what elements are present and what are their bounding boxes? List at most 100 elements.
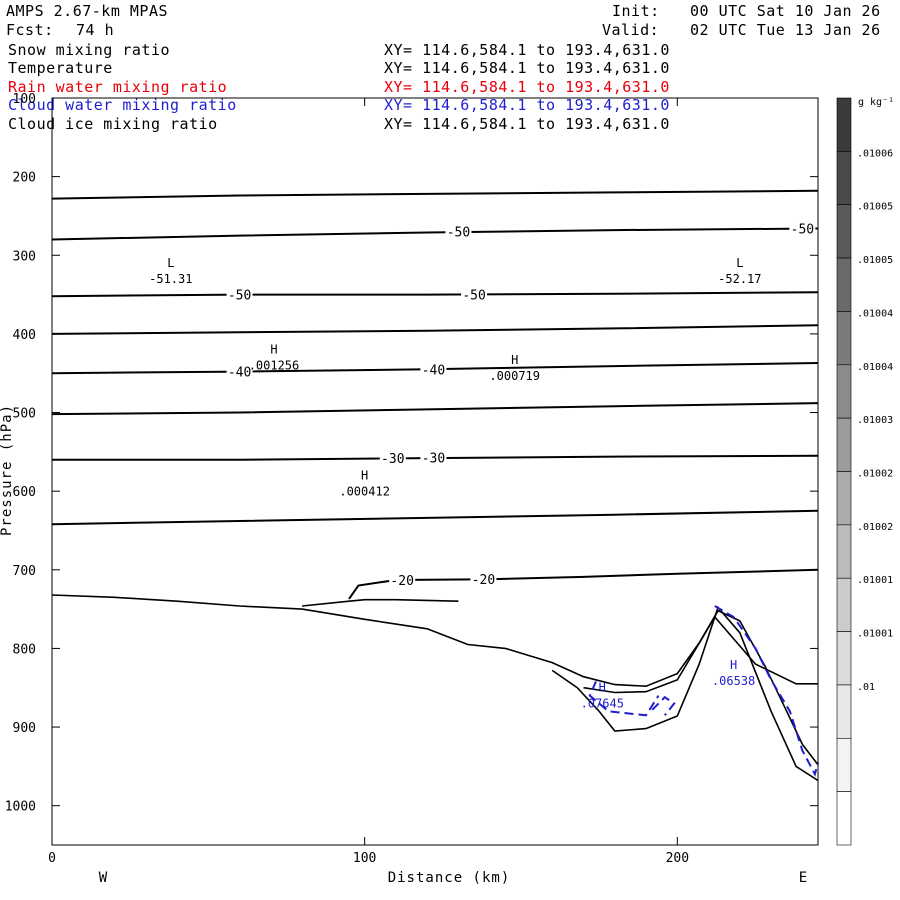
field-name-cloud-ice: Cloud ice mixing ratio — [8, 115, 218, 133]
field-name-snow: Snow mixing ratio — [8, 41, 171, 59]
field-name-cloud-water: Cloud water mixing ratio — [8, 96, 237, 114]
contour-label: -50 — [791, 223, 814, 238]
cloud-water-contour — [714, 605, 819, 777]
colorbar-swatch — [836, 577, 852, 632]
y-tick-label: 500 — [13, 407, 36, 422]
contour-label: -40 — [422, 363, 445, 378]
colorbar-swatch — [836, 257, 852, 312]
contour-label: -50 — [447, 226, 470, 241]
terrain-step-outline — [302, 598, 459, 607]
y-axis-label: Pressure (hPa) — [0, 404, 15, 536]
axes-layer: 100 200 300 400 500 600 700 800 900 1000 0 100 200 — [5, 92, 818, 866]
contour-label-backing — [461, 287, 488, 302]
cloud-water-contour — [651, 695, 676, 716]
extremum-type-label: H — [270, 343, 277, 357]
extremum-value-label: .000412 — [339, 484, 390, 498]
contour-label-backing — [420, 450, 447, 465]
extremum-type-label: H — [511, 353, 518, 367]
field-xy-temperature: XY= 114.6,584.1 to 193.4,631.0 — [384, 59, 670, 77]
temperature-contour-line — [51, 324, 819, 335]
field-name-rain: Rain water mixing ratio — [8, 78, 228, 96]
contour-label: -40 — [228, 366, 251, 381]
colorbar-swatch — [836, 151, 852, 206]
contour-label: -30 — [381, 452, 404, 467]
y-tick-label: 200 — [13, 171, 36, 186]
contour-label-backing — [470, 572, 497, 587]
contour-label-backing — [389, 573, 416, 588]
colorbar-label: .01004 — [857, 308, 893, 319]
x-tick-label: 200 — [666, 851, 689, 866]
ridge-surface-outline — [551, 605, 819, 782]
colorbar-label: .01006 — [857, 148, 893, 159]
colorbar-label: .01001 — [857, 629, 893, 640]
colorbar-label: .01003 — [857, 415, 893, 426]
extremum-value-label: -51.31 — [149, 272, 192, 286]
plot-content: -50 -50 -50 -50 -40 -40 -30 -30 -20 -20 L -51.31 L -5… — [51, 189, 819, 782]
colorbar-swatch — [836, 791, 852, 846]
valid-label: Valid: — [602, 21, 660, 39]
extremum-type-label: H — [730, 658, 737, 672]
field-xy-snow: XY= 114.6,584.1 to 193.4,631.0 — [384, 41, 670, 59]
colorbar-swatch — [836, 737, 852, 792]
snow-mixing-contour — [583, 615, 818, 694]
contour-label: -30 — [422, 451, 445, 466]
colorbar: .01006 .01005 .01005 .01004 .01004 .01003 .010… — [836, 97, 893, 846]
init-value: 00 UTC Sat 10 Jan 26 — [690, 2, 881, 20]
contour-label-backing — [226, 364, 253, 379]
east-endpoint-label: E — [799, 870, 807, 886]
colorbar-swatch — [836, 97, 852, 152]
contour-label-backing — [445, 224, 472, 239]
colorbar-unit: g kg⁻¹ — [858, 97, 894, 108]
contour-label: -50 — [462, 289, 485, 304]
field-xy-cloud-water: XY= 114.6,584.1 to 193.4,631.0 — [384, 96, 670, 114]
fcst-value: 74 h — [76, 21, 115, 39]
colorbar-label: .01001 — [857, 575, 893, 586]
colorbar-label: .01004 — [857, 362, 893, 373]
cloud-water-contour — [588, 680, 660, 717]
temperature-contour-line — [51, 291, 819, 298]
extremum-type-label: H — [361, 468, 368, 482]
extremum-value-label: .06538 — [712, 674, 755, 688]
plot-frame — [51, 97, 819, 846]
contour-label-backing — [789, 221, 816, 236]
model-title: AMPS 2.67-km MPAS — [6, 2, 169, 20]
west-endpoint-label: W — [99, 870, 108, 886]
colorbar-swatch — [836, 204, 852, 259]
extremum-type-label: L — [736, 256, 743, 270]
field-name-temperature: Temperature — [8, 59, 113, 77]
extremum-type-label: L — [167, 256, 174, 270]
field-xy-cloud-ice: XY= 114.6,584.1 to 193.4,631.0 — [384, 115, 670, 133]
temperature-contour-line — [51, 227, 819, 241]
colorbar-swatch — [836, 631, 852, 686]
colorbar-swatch — [836, 417, 852, 472]
extremum-value-label: .000719 — [489, 369, 540, 383]
terrain-outline — [51, 594, 819, 766]
extremum-value-label: .07645 — [581, 697, 624, 711]
y-tick-label: 300 — [13, 249, 36, 264]
colorbar-label: .01002 — [857, 469, 893, 480]
y-tick-label: 900 — [13, 721, 36, 736]
contour-label-backing — [379, 451, 406, 466]
colorbar-swatch — [836, 524, 852, 579]
y-tick-label: 400 — [13, 328, 36, 343]
contour-label: -20 — [472, 573, 495, 588]
valid-value: 02 UTC Tue 13 Jan 26 — [690, 21, 881, 39]
extremum-type-label: H — [599, 681, 606, 695]
extremum-value-label: .001256 — [249, 359, 300, 373]
temperature-contour-line — [348, 568, 819, 600]
y-tick-label: 100 — [13, 92, 36, 107]
y-tick-label: 800 — [13, 642, 36, 657]
y-tick-label: 700 — [13, 564, 36, 579]
contour-label: -50 — [228, 289, 251, 304]
contour-label-backing — [226, 287, 253, 302]
field-xy-rain: XY= 114.6,584.1 to 193.4,631.0 — [384, 78, 670, 96]
temperature-contour-line — [51, 402, 819, 416]
extremum-value-label: -52.17 — [718, 272, 761, 286]
x-tick-label: 0 — [48, 851, 56, 866]
y-tick-label: 1000 — [5, 800, 36, 815]
colorbar-label: .01005 — [857, 255, 893, 266]
colorbar-label: .01002 — [857, 522, 893, 533]
contour-label-backing — [420, 362, 447, 377]
colorbar-label: .01005 — [857, 202, 893, 213]
